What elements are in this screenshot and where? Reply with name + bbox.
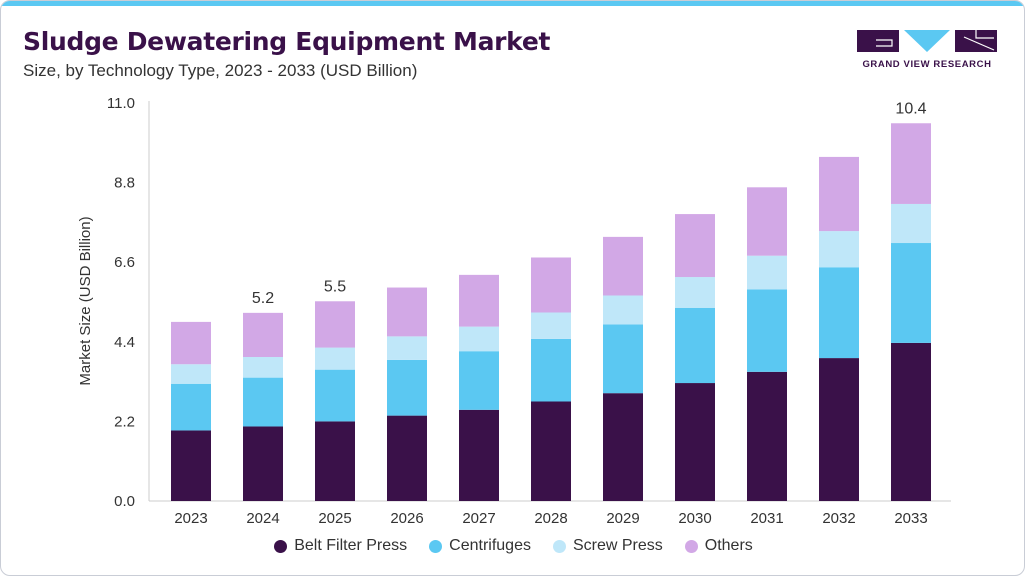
bar-segment-belt-filter-press <box>531 401 571 501</box>
bar-segment-belt-filter-press <box>387 415 427 501</box>
y-tick-label: 4.4 <box>114 334 135 351</box>
legend-label: Screw Press <box>572 537 663 554</box>
bar-segment-belt-filter-press <box>891 342 931 501</box>
legend-item-screw-press: Screw Press <box>552 537 663 555</box>
x-tick-label: 2031 <box>750 510 783 527</box>
bar-segment-centrifuges <box>675 307 715 384</box>
bar-segment-others <box>387 287 427 337</box>
bar-segment-others <box>747 187 787 256</box>
bar-segment-others <box>891 123 931 204</box>
accent-bar <box>1 1 1024 6</box>
bar-segment-centrifuges <box>531 338 571 402</box>
bar-segment-centrifuges <box>459 351 499 410</box>
legend-swatch <box>684 539 698 553</box>
logo-mark-icon <box>857 30 997 52</box>
y-tick-label: 8.8 <box>114 175 135 192</box>
bar-segment-centrifuges <box>819 267 859 359</box>
chart-title: Sludge Dewatering Equipment Market <box>23 27 551 56</box>
bar-segment-belt-filter-press <box>459 409 499 501</box>
y-axis-label: Market Size (USD Billion) <box>77 216 94 385</box>
legend-item-belt-filter-press: Belt Filter Press <box>274 537 407 555</box>
logo-text: GRAND VIEW RESEARCH <box>862 59 992 70</box>
bar-segment-centrifuges <box>315 369 355 422</box>
bar-segment-centrifuges <box>603 324 643 394</box>
bar-segment-screw-press <box>459 326 499 352</box>
x-tick-label: 2033 <box>894 510 927 527</box>
x-tick-label: 2027 <box>462 510 495 527</box>
bar-segment-belt-filter-press <box>675 383 715 501</box>
bar-segment-others <box>675 214 715 278</box>
bar-segment-others <box>315 301 355 348</box>
legend-label: Centrifuges <box>449 537 531 554</box>
data-label: 5.5 <box>324 278 346 295</box>
bar-segment-belt-filter-press <box>171 430 211 501</box>
bar-segment-others <box>531 257 571 313</box>
data-label: 10.4 <box>895 100 926 117</box>
bar-segment-centrifuges <box>171 383 211 431</box>
y-tick-label: 11.0 <box>107 95 135 112</box>
bar-segment-belt-filter-press <box>819 358 859 501</box>
bar-segment-screw-press <box>603 295 643 325</box>
bar-segment-belt-filter-press <box>747 371 787 501</box>
bar-segment-belt-filter-press <box>243 426 283 501</box>
legend-swatch <box>552 539 566 553</box>
bar-segment-centrifuges <box>747 289 787 372</box>
bar-segment-centrifuges <box>891 243 931 343</box>
bar-segment-belt-filter-press <box>315 421 355 501</box>
legend-item-others: Others <box>684 537 753 555</box>
legend-item-centrifuges: Centrifuges <box>429 537 531 555</box>
y-tick-label: 2.2 <box>114 413 135 430</box>
bar-segment-others <box>459 274 499 327</box>
x-tick-label: 2026 <box>390 510 423 527</box>
bar-segment-screw-press <box>315 347 355 370</box>
bar-segment-others <box>243 312 283 357</box>
bar-segment-screw-press <box>171 364 211 384</box>
x-tick-label: 2023 <box>174 510 207 527</box>
legend-label: Others <box>704 537 753 554</box>
x-tick-label: 2029 <box>606 510 639 527</box>
legend-label: Belt Filter Press <box>294 537 408 554</box>
grand-view-research-logo: GRAND VIEW RESEARCH <box>856 28 998 72</box>
data-label: 5.2 <box>252 290 274 307</box>
legend: Belt Filter Press Centrifuges Screw Pres… <box>1 537 1024 555</box>
bar-segment-screw-press <box>387 336 427 360</box>
x-tick-label: 2032 <box>822 510 855 527</box>
bar-segment-screw-press <box>891 203 931 244</box>
legend-swatch <box>274 539 288 553</box>
legend-swatch <box>429 539 443 553</box>
bar-segment-belt-filter-press <box>603 393 643 501</box>
x-tick-label: 2024 <box>246 510 279 527</box>
bar-segment-screw-press <box>819 231 859 268</box>
bar-segment-screw-press <box>531 312 571 339</box>
bar-segment-screw-press <box>675 277 715 308</box>
x-tick-label: 2028 <box>534 510 567 527</box>
bar-segment-screw-press <box>747 255 787 290</box>
bar-segment-others <box>603 236 643 296</box>
y-tick-label: 6.6 <box>114 254 135 271</box>
bar-segment-screw-press <box>243 356 283 378</box>
bar-segment-others <box>171 321 211 365</box>
x-tick-label: 2030 <box>678 510 711 527</box>
bar-segment-centrifuges <box>243 377 283 427</box>
x-tick-label: 2025 <box>318 510 351 527</box>
y-tick-label: 0.0 <box>114 493 135 510</box>
bar-segment-others <box>819 156 859 232</box>
bar-segment-centrifuges <box>387 359 427 416</box>
chart-subtitle: Size, by Technology Type, 2023 - 2033 (U… <box>23 61 418 80</box>
